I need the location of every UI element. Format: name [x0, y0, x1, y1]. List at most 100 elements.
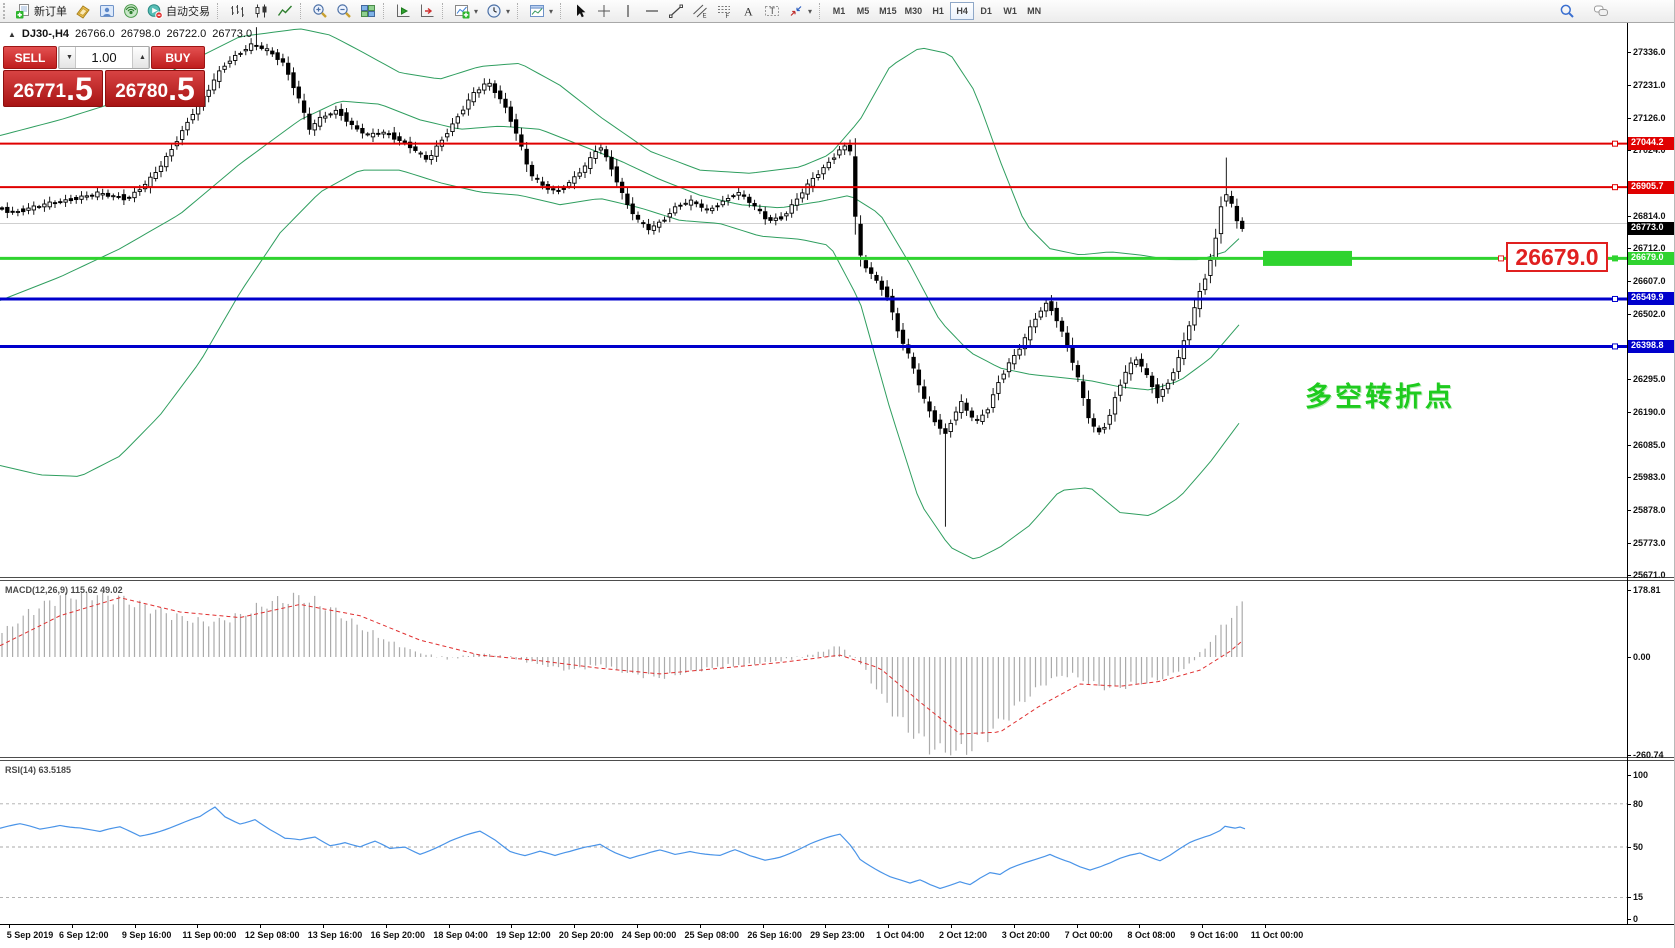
price-tick-label: 26607.0 [1633, 276, 1666, 287]
pane-splitter[interactable] [0, 757, 1674, 761]
rsi-tick-label: 50 [1633, 842, 1644, 852]
axis-tick-mark [1627, 657, 1631, 658]
time-tick-mark [71, 925, 73, 928]
trendline-button[interactable] [664, 1, 688, 21]
timeframe-m1-button[interactable]: M1 [827, 2, 851, 20]
indicator-add-icon [454, 3, 470, 19]
timeframe-d1-button[interactable]: D1 [974, 2, 998, 20]
metaeditor-button[interactable] [71, 1, 95, 21]
indicators-dropdown[interactable]: ▾ [450, 1, 482, 21]
tile-windows-button[interactable] [356, 1, 380, 21]
vertical-line-button[interactable] [616, 1, 640, 21]
time-axis-label: 9 Oct 16:00 [1190, 930, 1239, 940]
search-icon [1559, 3, 1575, 19]
price-tick-label: 25773.0 [1633, 538, 1666, 549]
new-order-button[interactable]: 新订单 [11, 1, 71, 21]
toolbar-separator [383, 3, 388, 19]
time-axis-label: 8 Oct 08:00 [1127, 930, 1176, 940]
text-icon: A [740, 3, 756, 19]
rsi-label: RSI(14) 63.5185 [5, 765, 72, 775]
time-tick-mark [637, 925, 638, 928]
rsi-tick-label: 80 [1633, 798, 1644, 809]
close-value: 26773.0 [212, 28, 253, 40]
toolbar-separator [819, 3, 824, 19]
algo-trading-button[interactable]: 自动交易 [143, 1, 214, 21]
timeframe-m5-button[interactable]: M5 [851, 2, 875, 20]
equidistant-channel-button[interactable]: E [688, 1, 712, 21]
volume-value[interactable]: 1.00 [91, 50, 117, 65]
chevron-down-icon: ▾ [506, 6, 511, 16]
axis-tick-mark [1627, 754, 1631, 756]
bollinger-lower [0, 169, 1240, 560]
algo-trading-button-label: 自动交易 [166, 6, 210, 18]
bar-chart-button[interactable] [225, 1, 249, 21]
timeframe-h4-button[interactable]: H4 [950, 2, 975, 20]
channel-icon: E [692, 3, 708, 19]
sell-price-button[interactable]: 26771.5 [3, 70, 103, 107]
timeframe-m15-button[interactable]: M15 [875, 2, 901, 20]
macd-tick-label: 178.81 [1633, 584, 1661, 595]
price-tick-label: 27231.0 [1633, 79, 1666, 90]
chart-shift-button[interactable] [415, 1, 439, 21]
chart-window[interactable]: ▲ DJ30-,H4 26766.0 26798.0 26722.0 26773… [0, 23, 1674, 948]
volume-increase-button[interactable]: ▲ [132, 47, 149, 68]
text-label-button[interactable]: T [760, 1, 784, 21]
auto-scroll-button[interactable] [391, 1, 415, 21]
community-button[interactable] [119, 1, 143, 21]
time-axis[interactable]: 5 Sep 2019 6 Sep 12:00 9 Sep 16:00 11 Sep 0… [0, 924, 1674, 948]
strategy-tester-button[interactable] [95, 1, 119, 21]
crosshair-button[interactable] [592, 1, 616, 21]
text-button[interactable]: A [736, 1, 760, 21]
price-badge: 26679.0 [1628, 251, 1674, 265]
arrows-icon [788, 3, 804, 19]
linechart-icon [277, 3, 293, 19]
line-chart-button[interactable] [273, 1, 297, 21]
timeframe-m30-button[interactable]: M30 [901, 2, 927, 20]
low-value: 26722.0 [166, 28, 207, 40]
cursor-button[interactable] [568, 1, 592, 21]
trendline-icon [668, 3, 684, 19]
macd-pane[interactable] [0, 581, 1627, 757]
timeframe-w1-button[interactable]: W1 [998, 2, 1022, 20]
chat-button[interactable] [1589, 1, 1613, 21]
pivot-annotation-text[interactable]: 多空转折点 [1305, 382, 1455, 412]
templates-dropdown[interactable]: ▾ [525, 1, 557, 21]
chevron-down-icon: ▾ [808, 6, 813, 16]
price-badge: 26905.7 [1628, 180, 1674, 194]
timeframe-h1-button[interactable]: H1 [926, 2, 950, 20]
rsi-pane[interactable] [0, 761, 1627, 924]
horizontal-line-button[interactable] [640, 1, 664, 21]
axis-tick-mark [1627, 150, 1631, 152]
time-tick-mark [1076, 925, 1078, 928]
fibonacci-button[interactable]: F [712, 1, 736, 21]
candlestick-chart-button[interactable] [249, 1, 273, 21]
symbol-ohlc-header: ▲ DJ30-,H4 26766.0 26798.0 26722.0 26773… [8, 28, 252, 40]
arrows-dropdown[interactable]: ▾ [784, 1, 816, 21]
price-badge: 26398.8 [1628, 339, 1674, 353]
time-tick-mark [1265, 925, 1266, 928]
buy-price-button[interactable]: 26780.5 [105, 70, 205, 107]
shift-icon [419, 3, 435, 19]
time-axis-label: 7 Oct 00:00 [1064, 930, 1113, 940]
rsi-tick-label: 100 [1633, 770, 1649, 780]
pivot-price-callout[interactable]: 26679.0 [1506, 242, 1608, 272]
volume-decrease-button[interactable]: ▼ [59, 47, 76, 68]
svg-text:E: E [703, 14, 707, 20]
search-button[interactable] [1555, 1, 1579, 21]
time-axis-label: 25 Sep 08:00 [684, 930, 740, 940]
sell-button[interactable]: SELL [3, 46, 57, 69]
axis-tick-mark [1627, 897, 1631, 899]
periods-dropdown[interactable]: ▾ [482, 1, 514, 21]
axis-tick-mark [1627, 215, 1631, 217]
open-value: 26766.0 [75, 28, 115, 40]
zoom-out-icon [336, 3, 352, 19]
price-chart-pane[interactable] [0, 23, 1627, 577]
panel-collapse-icon[interactable]: ▲ [8, 29, 16, 39]
rsi-line [0, 806, 1246, 890]
timeframe-mn-button[interactable]: MN [1022, 2, 1046, 20]
pane-splitter[interactable] [0, 577, 1674, 581]
buy-button[interactable]: BUY [151, 46, 205, 69]
zoom-out-button[interactable] [332, 1, 356, 21]
zoom-in-button[interactable] [308, 1, 332, 21]
template-icon [529, 3, 545, 19]
